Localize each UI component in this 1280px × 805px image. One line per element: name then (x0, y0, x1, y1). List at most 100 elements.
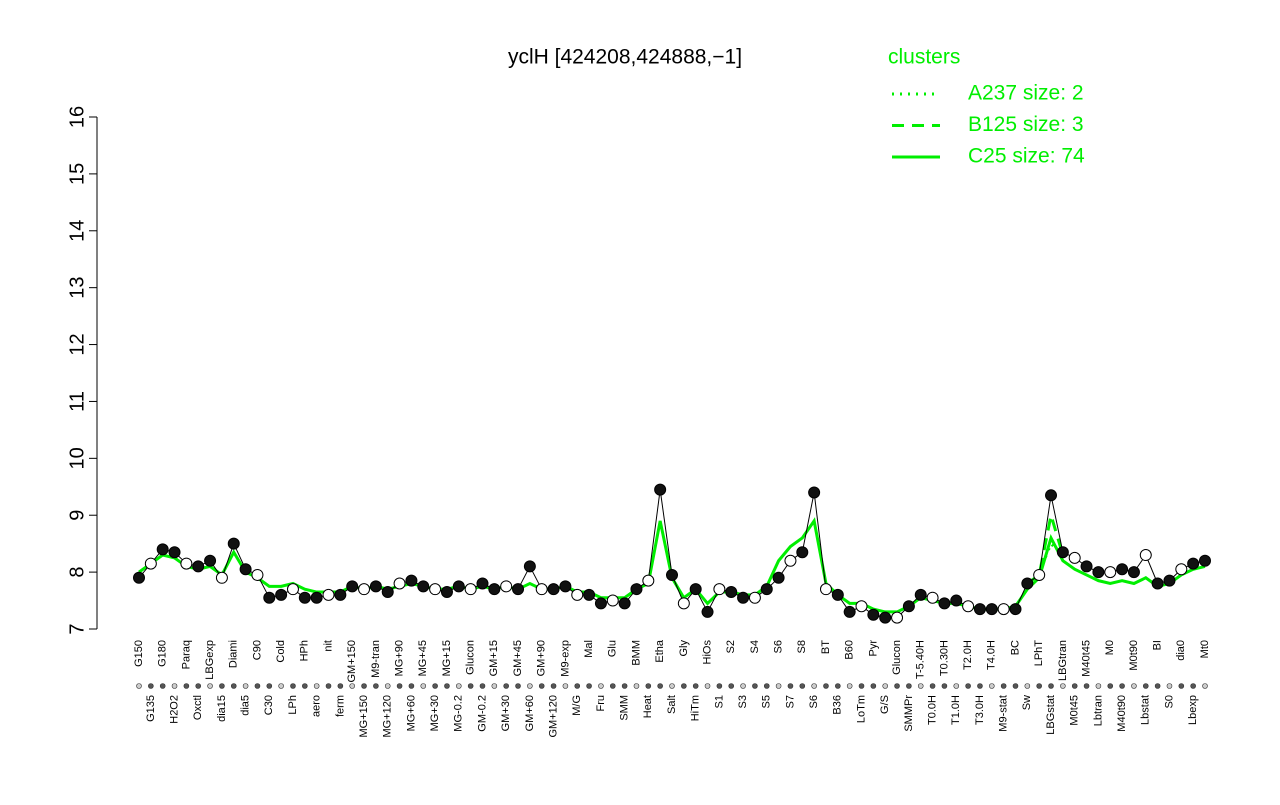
category-dot (598, 683, 604, 689)
x-tick-label: Heat (642, 695, 654, 718)
x-tick-label: Pyr (867, 640, 879, 657)
y-tick-label: 7 (66, 623, 88, 634)
category-dot (906, 683, 912, 689)
point (369, 580, 382, 593)
x-tick-label: C30 (263, 695, 275, 715)
x-tick-label: Glucon (891, 640, 903, 675)
point (405, 574, 418, 587)
point (666, 568, 678, 581)
point (547, 583, 560, 596)
category-dot (491, 683, 498, 689)
x-tick-label: MG+90 (393, 640, 405, 676)
point (748, 591, 761, 604)
category-dot (479, 683, 486, 689)
category-dot (562, 683, 569, 689)
x-tick-label: G/S (879, 695, 891, 714)
x-tick-label: S1 (713, 695, 725, 708)
y-tick-label: 8 (66, 567, 88, 578)
category-dot (254, 683, 261, 689)
category-dot (1202, 683, 1208, 689)
y-tick-label: 14 (66, 220, 88, 242)
y-tick-label: 11 (66, 391, 88, 412)
y-tick-label: 10 (66, 447, 88, 469)
x-tick-label: LPhT (1033, 640, 1045, 667)
point (275, 588, 288, 601)
point (571, 588, 584, 601)
x-tick-label: LPh (287, 695, 299, 715)
category-dot (432, 683, 438, 689)
x-tick-label: HiTm (690, 695, 702, 721)
x-tick-label: GM-0.2 (476, 695, 488, 732)
point (215, 571, 228, 584)
category-dot (692, 683, 699, 689)
x-tick-label: Fru (595, 695, 607, 712)
category-dot (361, 683, 367, 689)
category-dot (230, 683, 237, 689)
x-tick-label: MG+150 (358, 695, 370, 738)
x-tick-label: BMM (630, 640, 642, 666)
point (429, 583, 442, 596)
x-tick-label: Salt (666, 695, 678, 714)
x-tick-label: S7 (784, 695, 796, 708)
point (701, 605, 714, 618)
point (950, 594, 963, 607)
x-tick-label: M0t45 (1069, 695, 1081, 726)
x-tick-label: nit (322, 640, 334, 652)
x-tick-label: T4.0H (986, 640, 998, 670)
category-dot (444, 683, 450, 689)
category-dot (941, 683, 948, 689)
category-dot (1024, 683, 1031, 689)
x-tick-label: Mt0 (1199, 640, 1211, 658)
category-dot (977, 683, 983, 689)
x-tick-label: MG+30 (429, 695, 441, 731)
point (713, 583, 726, 596)
x-tick-label: S6 (773, 640, 785, 653)
category-dot (1154, 683, 1161, 689)
category-dot (929, 683, 936, 689)
point (1021, 577, 1034, 590)
category-dot (302, 683, 308, 689)
category-dot (681, 683, 687, 689)
point (1127, 566, 1140, 579)
x-tick-label: G150 (133, 640, 145, 667)
point (606, 594, 619, 607)
x-tick-label: M/G (571, 695, 583, 716)
point (997, 603, 1010, 616)
category-dot (242, 683, 249, 689)
category-dot (882, 683, 889, 689)
x-tick-label: S3 (737, 695, 749, 708)
point (938, 597, 951, 610)
x-tick-label: dia5 (240, 695, 252, 716)
point (926, 591, 939, 604)
x-tick-label: T0.30H (938, 640, 950, 676)
x-tick-label: Glucon (465, 640, 477, 675)
x-tick-label: T0.0H (926, 695, 938, 725)
x-tick-label: M0 (1104, 640, 1116, 655)
x-tick-label: LoTm (855, 695, 867, 723)
category-dot (1142, 683, 1149, 689)
category-dot (171, 683, 178, 689)
point (358, 583, 371, 596)
category-dot (965, 683, 971, 689)
legend-label: C25 size: 74 (968, 145, 1085, 168)
category-dot (858, 683, 865, 689)
category-dot (148, 683, 154, 689)
category-dot (1036, 683, 1042, 689)
point (689, 583, 702, 596)
point (1104, 566, 1117, 579)
point (618, 597, 631, 610)
x-tick-label: B36 (832, 695, 844, 715)
y-tick-label: 15 (66, 163, 88, 185)
point (677, 597, 690, 610)
category-dot (1119, 683, 1125, 689)
point (819, 583, 832, 596)
category-dot (384, 683, 391, 689)
category-dot (787, 683, 794, 689)
category-dot (657, 683, 663, 689)
point (500, 580, 513, 593)
x-tick-label: GM+45 (512, 640, 524, 676)
category-dot (799, 683, 806, 689)
category-dot (953, 683, 960, 689)
point (1151, 577, 1164, 590)
